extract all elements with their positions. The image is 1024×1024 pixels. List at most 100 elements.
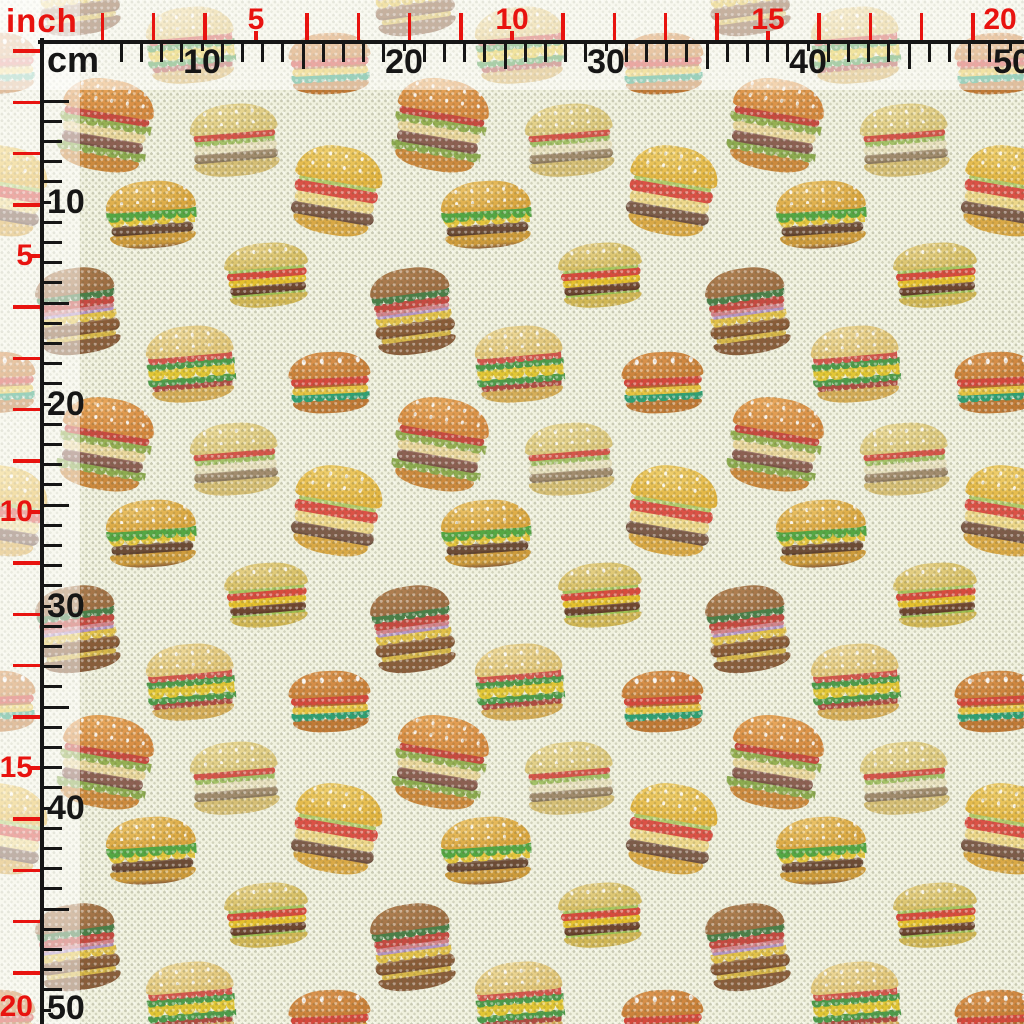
burger-layer-bun xyxy=(891,559,978,592)
bun-seeds xyxy=(0,464,43,498)
burger-layer-scallop xyxy=(195,772,275,786)
burger-layer-bun xyxy=(439,177,532,214)
burger-double-decker-burger xyxy=(702,898,794,999)
bun-seeds xyxy=(72,714,149,748)
burger-layer-bun xyxy=(774,496,867,533)
burger-layer-bun xyxy=(294,458,388,510)
bun-seeds xyxy=(628,671,696,691)
bun-seeds xyxy=(639,144,713,178)
burger-layer-band xyxy=(0,1019,32,1024)
bun-seeds xyxy=(407,396,484,430)
bun-seeds xyxy=(628,33,696,53)
burger-layer-bun xyxy=(104,496,197,533)
burger-layer-bun xyxy=(0,776,53,828)
burger-layer-bun xyxy=(287,349,371,380)
burger-layer-band xyxy=(0,381,32,389)
burger-teal-lettuce-burger xyxy=(620,30,705,99)
bun-seeds xyxy=(0,352,28,372)
bun-seeds xyxy=(72,77,149,111)
bun-seeds xyxy=(817,644,890,669)
bun-seeds xyxy=(0,671,28,691)
burger-layer-bun xyxy=(953,349,1024,380)
burger-lettuce-cheeseburger xyxy=(774,177,870,266)
burger-layer-bun xyxy=(774,813,867,850)
burger-double-decker-burger xyxy=(367,262,459,363)
burger-lettuce-cheeseburger xyxy=(104,177,200,266)
burger-layer-scallop xyxy=(195,453,275,467)
burger-layer-band xyxy=(626,1019,700,1024)
bun-seeds xyxy=(448,817,522,841)
burger-classic-cheeseburger xyxy=(620,138,723,246)
burger-garden-burger xyxy=(808,957,904,1024)
burger-mini-cheeseburger xyxy=(891,239,980,312)
burger-classic-cheeseburger xyxy=(955,776,1024,884)
burger-bacon-cheeseburger xyxy=(51,390,159,502)
burger-double-decker-burger xyxy=(702,580,794,681)
bun-seeds xyxy=(961,33,1024,53)
burger-mini-cheeseburger xyxy=(891,559,980,632)
burger-double-decker-burger xyxy=(32,262,124,363)
bun-seeds xyxy=(113,181,187,205)
bun-seeds xyxy=(152,644,225,669)
burger-lettuce-cheeseburger xyxy=(439,177,535,266)
burger-garden-burger xyxy=(472,957,568,1024)
burger-layer-band xyxy=(0,62,32,70)
bun-seeds xyxy=(295,352,363,372)
burger-teal-lettuce-burger xyxy=(287,30,372,99)
burger-bacon-cheeseburger xyxy=(386,390,494,502)
burger-club-sandwich-burger xyxy=(187,738,282,823)
burger-lettuce-cheeseburger xyxy=(104,813,200,902)
burger-teal-lettuce-burger xyxy=(287,349,372,418)
bun-seeds xyxy=(295,33,363,53)
bun-seeds xyxy=(113,817,187,841)
bun-seeds xyxy=(639,464,713,498)
burger-layer-bun xyxy=(857,738,948,775)
burger-layer-band xyxy=(626,381,700,389)
bun-seeds xyxy=(407,77,484,111)
bun-seeds xyxy=(564,883,634,904)
bun-seeds xyxy=(0,144,43,178)
burger-layer-bun xyxy=(104,813,197,850)
burger-layer-bun xyxy=(294,776,388,828)
bun-seeds xyxy=(0,990,28,1010)
burger-layer-scallop xyxy=(530,134,610,148)
bun-seeds xyxy=(974,464,1024,498)
bun-seeds xyxy=(742,714,819,748)
bun-seeds xyxy=(152,326,225,351)
burger-layer-bun xyxy=(620,987,704,1018)
burger-layer-bun xyxy=(0,349,36,380)
burger-layer-band xyxy=(959,700,1024,708)
burger-club-sandwich-burger xyxy=(187,100,282,185)
burger-layer-bun xyxy=(620,30,704,61)
bun-seeds xyxy=(961,671,1024,691)
burger-layer-band xyxy=(293,1019,367,1024)
burger-layer-scallop xyxy=(195,134,275,148)
bun-seeds xyxy=(628,352,696,372)
bun-seeds xyxy=(304,464,378,498)
burger-club-sandwich-burger xyxy=(187,419,282,504)
burger-layer-bun xyxy=(629,458,723,510)
burger-bacon-cheeseburger xyxy=(51,71,159,183)
bun-seeds xyxy=(899,243,969,264)
burger-garden-burger xyxy=(143,639,239,728)
bun-seeds xyxy=(742,396,819,430)
burger-layer-bun xyxy=(104,177,197,214)
bun-seeds xyxy=(295,990,363,1010)
burger-bacon-cheeseburger xyxy=(386,708,494,820)
burger-layer-bun xyxy=(953,30,1024,61)
burger-layer-bun xyxy=(857,100,948,137)
burger-layer-bun xyxy=(774,177,867,214)
bun-seeds xyxy=(113,500,187,524)
burger-layer-bun xyxy=(629,776,723,828)
burger-double-decker-burger xyxy=(367,0,459,44)
bun-seeds xyxy=(783,500,857,524)
burger-layer-scallop xyxy=(865,772,945,786)
burger-bacon-cheeseburger xyxy=(721,390,829,502)
burger-teal-lettuce-burger xyxy=(0,987,38,1024)
burger-classic-cheeseburger xyxy=(955,458,1024,566)
burger-layer-band xyxy=(626,700,700,708)
bun-seeds xyxy=(230,243,300,264)
burger-mini-cheeseburger xyxy=(556,239,645,312)
burger-layer-bun xyxy=(0,458,53,510)
burger-classic-cheeseburger xyxy=(955,138,1024,246)
